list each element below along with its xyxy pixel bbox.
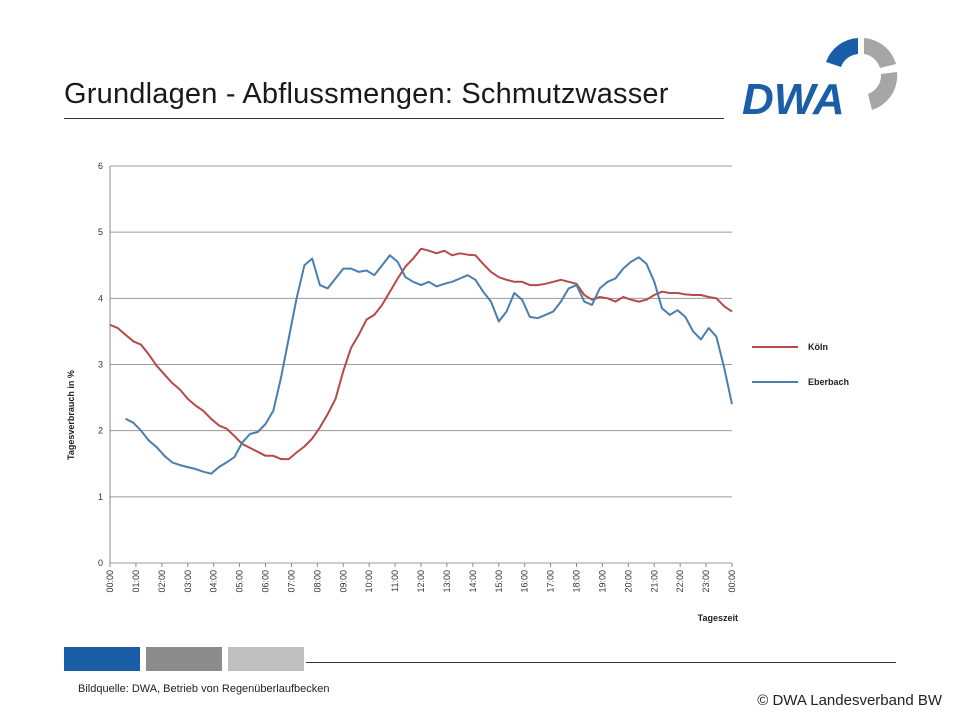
x-tick-label: 09:00 — [338, 570, 348, 593]
series-line-1 — [125, 254, 733, 475]
x-tick-label: 23:00 — [701, 570, 711, 593]
legend-layer: Köln Eberbach — [752, 342, 849, 387]
x-tick-label: 15:00 — [494, 570, 504, 593]
x-tick-label: 21:00 — [649, 570, 659, 593]
x-tick-label: 02:00 — [157, 570, 167, 593]
footer-bar-darkgray — [146, 647, 222, 671]
page-title: Grundlagen - Abflussmengen: Schmutzwasse… — [64, 78, 669, 110]
x-tick-label: 07:00 — [286, 570, 296, 593]
y-tick-label: 1 — [98, 492, 103, 502]
x-tick-label: 11:00 — [390, 570, 400, 592]
logo-arc-blue — [826, 38, 858, 67]
footer-divider — [306, 662, 896, 663]
x-tick-label: 22:00 — [675, 570, 685, 593]
axis-layer: 0 1 2 3 4 5 6 00:00 01:00 02:00 03:00 04:00 05:00 06:… — [98, 161, 737, 593]
x-tick-label: 17:00 — [546, 570, 556, 593]
logo-text: DWA — [742, 75, 845, 120]
x-tick-label: 13:00 — [442, 570, 452, 593]
x-tick-label: 14:00 — [468, 570, 478, 593]
x-tick-label: 12:00 — [416, 570, 426, 593]
copyright: © DWA Landesverband BW — [757, 692, 942, 709]
y-tick-label: 6 — [98, 161, 103, 171]
x-tick-label: 00:00 — [105, 570, 115, 593]
image-source: Bildquelle: DWA, Betrieb von Regenüberla… — [78, 683, 330, 695]
logo-arc-gray-top — [864, 38, 896, 68]
legend-label-0: Köln — [808, 342, 828, 352]
x-tick-label: 00:00 — [727, 570, 737, 593]
x-tick-label: 19:00 — [597, 570, 607, 593]
x-tick-label: 16:00 — [520, 570, 530, 593]
x-tick-label: 08:00 — [312, 570, 322, 593]
footer-bar-lightgray — [228, 647, 304, 671]
x-tick-label: 18:00 — [572, 570, 582, 593]
x-axis-title: Tageszeit — [698, 613, 738, 623]
y-axis-title: Tagesverbrauch in % — [66, 370, 76, 460]
x-tick-label: 10:00 — [364, 570, 374, 593]
footer-bar-blue — [64, 647, 140, 671]
line-chart: 0 1 2 3 4 5 6 00:00 01:00 02:00 03:00 04:00 05:00 06:… — [66, 161, 849, 623]
x-tick-label: 01:00 — [131, 570, 141, 593]
legend-label-1: Eberbach — [808, 377, 849, 387]
logo-arc-gray-bottom — [868, 72, 898, 110]
y-tick-label: 5 — [98, 227, 103, 237]
series-line-0 — [109, 247, 733, 461]
y-tick-label: 0 — [98, 558, 103, 568]
series-layer — [109, 247, 733, 475]
y-tick-label: 2 — [98, 426, 103, 436]
x-tick-label: 05:00 — [235, 570, 245, 593]
x-tick-label: 04:00 — [209, 570, 219, 593]
title-divider — [64, 118, 724, 119]
x-tick-label: 20:00 — [623, 570, 633, 593]
dwa-logo: DWA — [742, 38, 898, 120]
x-tick-label: 06:00 — [261, 570, 271, 593]
grid-layer — [110, 165, 732, 564]
y-tick-label: 4 — [98, 293, 103, 303]
y-tick-label: 3 — [98, 360, 103, 370]
x-tick-label: 03:00 — [183, 570, 193, 593]
